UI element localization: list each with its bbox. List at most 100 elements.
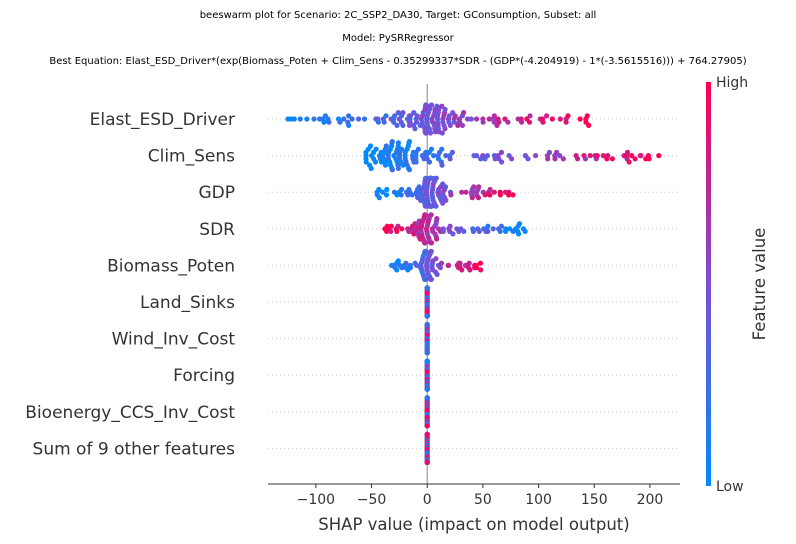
shap-point (485, 223, 491, 229)
shap-point (363, 159, 369, 165)
shap-point (389, 167, 395, 173)
shap-point (384, 186, 390, 193)
shap-point (424, 322, 430, 328)
shap-point (557, 116, 563, 122)
shap-point (434, 216, 440, 222)
shap-point (447, 122, 453, 128)
feature-label: Bioenergy_CCS_Inv_Cost (25, 403, 235, 423)
shap-point (422, 212, 428, 218)
shap-point (434, 271, 440, 277)
shap-point (463, 189, 469, 195)
shap-point (516, 231, 522, 237)
shap-point (439, 162, 445, 168)
shap-point (424, 358, 430, 364)
shap-point (646, 156, 652, 162)
shap-point (467, 267, 473, 273)
colorbar-low-label: Low (716, 479, 744, 495)
shap-point (414, 113, 420, 119)
shap-point (326, 119, 332, 125)
feature-label: GDP (198, 183, 235, 203)
shap-point (341, 116, 347, 122)
x-tick-label: 100 (525, 492, 552, 508)
shap-point (297, 116, 303, 122)
shap-point (565, 113, 571, 119)
shap-point (587, 153, 593, 159)
shap-point (457, 260, 463, 266)
shap-point (527, 113, 533, 119)
shap-point (459, 267, 465, 273)
shap-point (509, 156, 515, 162)
shap-point (389, 139, 395, 145)
feature-label: Wind_Inv_Cost (112, 330, 236, 350)
chart-title: beeswarm plot for Scenario: 2C_SSP2_DA30… (199, 10, 597, 21)
shap-point (394, 267, 400, 273)
shap-point (546, 149, 553, 155)
shap-point (382, 162, 388, 168)
shap-point (361, 116, 368, 122)
x-axis-title: SHAP value (impact on model output) (318, 515, 629, 534)
shap-point (400, 162, 406, 168)
shap-point (582, 156, 589, 162)
x-axis: −100 −50 0 50 100 150 200 (268, 483, 680, 508)
shap-point (522, 228, 528, 234)
shap-point (367, 143, 374, 149)
shap-point (424, 395, 430, 401)
data-points (285, 102, 662, 465)
shap-point (394, 228, 400, 234)
shap-point (487, 192, 493, 198)
shap-point (497, 228, 503, 234)
feature-label: SDR (199, 220, 235, 240)
shap-point (459, 189, 465, 195)
shap-point (424, 459, 430, 465)
shap-point (476, 184, 482, 190)
x-tick-label: 50 (474, 492, 492, 508)
shap-point (383, 113, 389, 119)
shap-point (498, 149, 505, 155)
shap-point (406, 139, 412, 145)
equation-subtitle: Best Equation: Elast_ESD_Driver*(exp(Bio… (49, 56, 747, 67)
shap-point (459, 122, 465, 128)
shap-point (491, 189, 497, 195)
shap-point (428, 146, 435, 152)
shap-point (427, 130, 433, 136)
shap-point (433, 203, 439, 209)
shap-point (407, 119, 413, 125)
shap-point (442, 184, 449, 190)
shap-point (505, 119, 511, 125)
shap-point (424, 313, 430, 319)
shap-point (506, 189, 512, 195)
shap-point (414, 119, 420, 125)
colorbar-title: Feature value (750, 228, 769, 341)
shap-point (584, 113, 590, 119)
shap-point (480, 119, 486, 125)
shap-point (605, 153, 611, 159)
shap-point (291, 116, 297, 122)
shap-point (486, 116, 492, 122)
shap-point (586, 122, 592, 128)
shap-point (447, 223, 453, 229)
shap-point (376, 195, 382, 201)
shap-point (437, 265, 443, 271)
shap-point (400, 122, 406, 128)
shap-point (395, 140, 401, 146)
shap-point (609, 156, 616, 162)
feature-label: Sum of 9 other features (33, 439, 236, 459)
shap-point (443, 197, 449, 203)
shap-point (470, 228, 476, 234)
shap-point (461, 228, 467, 234)
shap-point (544, 113, 550, 119)
shap-point (451, 119, 457, 125)
shap-point (400, 110, 406, 116)
shap-point (549, 116, 555, 122)
shap-point (423, 248, 429, 254)
shap-point (433, 175, 439, 181)
shap-point (434, 236, 440, 242)
shap-point (415, 146, 421, 152)
shap-point (533, 153, 539, 159)
shap-point (474, 116, 480, 122)
shap-point (442, 106, 448, 112)
colorbar-high-label: High (716, 75, 748, 91)
shap-point (474, 153, 480, 159)
shap-point (449, 149, 455, 155)
shap-point (428, 212, 434, 218)
